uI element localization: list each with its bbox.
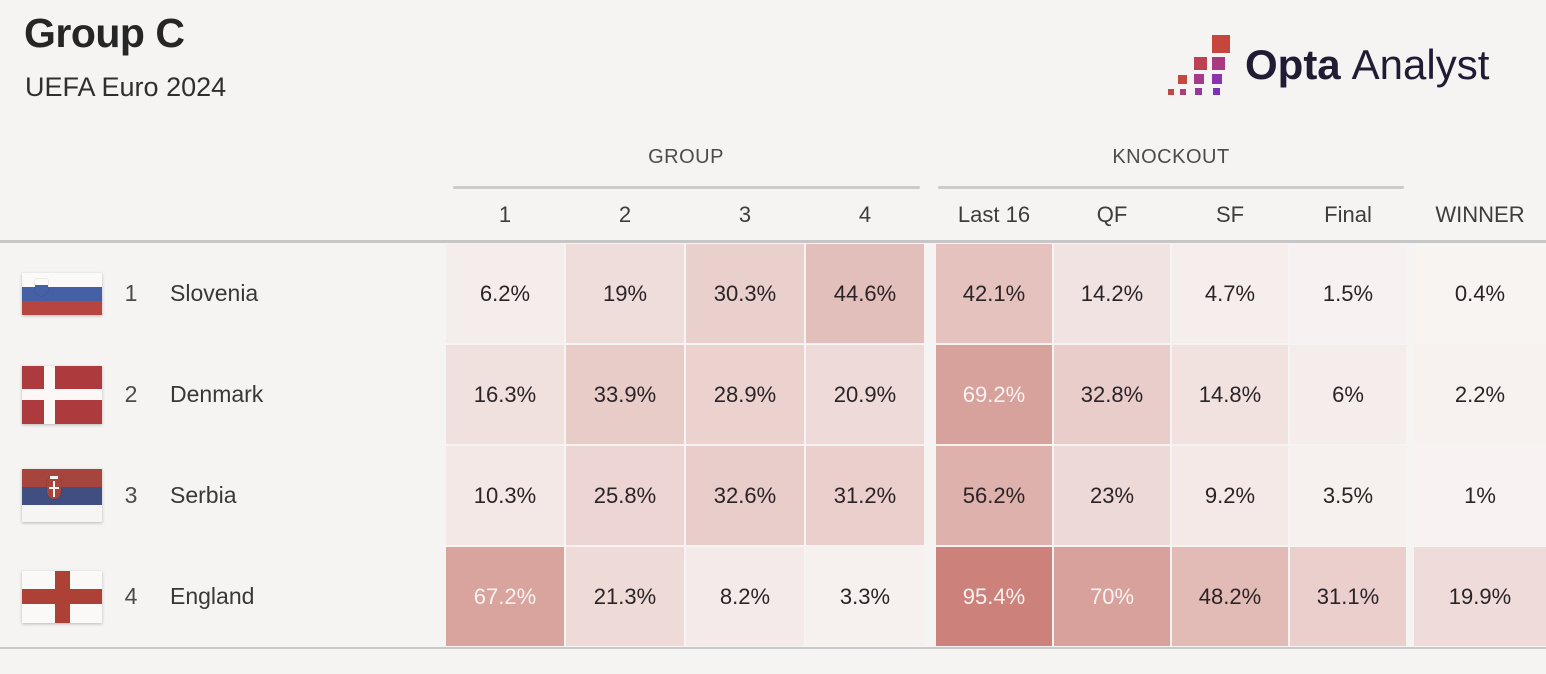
prob-cell-england-qf: 70% — [1054, 547, 1170, 646]
prob-cell-serbia-last-16: 56.2% — [936, 446, 1052, 545]
prob-cell-denmark-4: 20.9% — [806, 345, 924, 444]
logo-text-opta: Opta — [1245, 41, 1341, 88]
team-name-slovenia: Slovenia — [170, 280, 259, 306]
column-header-last-16: Last 16 — [957, 202, 1031, 227]
prob-cell-denmark-3: 28.9% — [686, 345, 804, 444]
prob-cell-serbia-1: 10.3% — [446, 446, 564, 545]
team-position: 1 — [124, 280, 138, 306]
prob-cell-england-final: 31.1% — [1290, 547, 1406, 646]
prob-cell-denmark-winner: 2.2% — [1414, 345, 1546, 444]
prob-cell-serbia-sf: 9.2% — [1172, 446, 1288, 545]
prob-cell-slovenia-3: 30.3% — [686, 244, 804, 343]
logo-text-analyst: Analyst — [1351, 41, 1490, 88]
page-subtitle: UEFA Euro 2024 — [25, 72, 227, 102]
prob-cell-serbia-qf: 23% — [1054, 446, 1170, 545]
team-position: 4 — [124, 583, 138, 609]
team-name-england: England — [170, 583, 255, 609]
prob-cell-slovenia-sf: 4.7% — [1172, 244, 1288, 343]
team-position: 3 — [124, 482, 138, 508]
team-name-serbia: Serbia — [170, 482, 237, 508]
prob-cell-england-winner: 19.9% — [1414, 547, 1546, 646]
prob-cell-denmark-2: 33.9% — [566, 345, 684, 444]
opta-analyst-wordmark: Opta Analyst — [1245, 41, 1489, 89]
column-header-winner: WINNER — [1435, 202, 1525, 227]
prob-cell-denmark-qf: 32.8% — [1054, 345, 1170, 444]
team-position: 2 — [124, 381, 138, 407]
opta-analyst-logo: Opta Analyst — [1168, 30, 1489, 100]
knockout-section-underline — [938, 186, 1404, 189]
column-header-1: 1 — [498, 202, 512, 227]
prob-cell-england-4: 3.3% — [806, 547, 924, 646]
prob-cell-slovenia-final: 1.5% — [1290, 244, 1406, 343]
slovenia-flag-icon — [22, 273, 102, 315]
serbia-flag-icon — [22, 469, 102, 522]
prob-cell-slovenia-winner: 0.4% — [1414, 244, 1546, 343]
table-bottom-border — [0, 647, 1546, 649]
prob-cell-denmark-final: 6% — [1290, 345, 1406, 444]
team-name-denmark: Denmark — [170, 381, 264, 407]
group-section-header: GROUP — [648, 146, 724, 168]
prob-cell-slovenia-2: 19% — [566, 244, 684, 343]
column-header-sf: SF — [1215, 202, 1245, 227]
prob-cell-serbia-3: 32.6% — [686, 446, 804, 545]
prob-cell-slovenia-last-16: 42.1% — [936, 244, 1052, 343]
prob-cell-england-last-16: 95.4% — [936, 547, 1052, 646]
column-header-final: Final — [1324, 202, 1372, 227]
column-header-2: 2 — [618, 202, 632, 227]
prob-cell-serbia-4: 31.2% — [806, 446, 924, 545]
prob-cell-serbia-final: 3.5% — [1290, 446, 1406, 545]
prob-cell-denmark-sf: 14.8% — [1172, 345, 1288, 444]
prob-cell-denmark-1: 16.3% — [446, 345, 564, 444]
column-header-qf: QF — [1096, 202, 1128, 227]
prob-cell-slovenia-4: 44.6% — [806, 244, 924, 343]
opta-mark-icon — [1168, 35, 1230, 95]
group-section-underline — [453, 186, 920, 189]
column-header-3: 3 — [738, 202, 752, 227]
prob-cell-slovenia-1: 6.2% — [446, 244, 564, 343]
page-title: Group C — [24, 10, 185, 56]
denmark-flag-icon — [22, 366, 102, 424]
prob-cell-slovenia-qf: 14.2% — [1054, 244, 1170, 343]
england-flag-icon — [22, 571, 102, 623]
prob-cell-serbia-winner: 1% — [1414, 446, 1546, 545]
table-top-border — [0, 240, 1546, 243]
prob-cell-england-2: 21.3% — [566, 547, 684, 646]
prob-cell-serbia-2: 25.8% — [566, 446, 684, 545]
prob-cell-england-sf: 48.2% — [1172, 547, 1288, 646]
prob-cell-england-1: 67.2% — [446, 547, 564, 646]
column-header-4: 4 — [858, 202, 872, 227]
prob-cell-england-3: 8.2% — [686, 547, 804, 646]
knockout-section-header: KNOCKOUT — [1112, 146, 1230, 168]
prob-cell-denmark-last-16: 69.2% — [936, 345, 1052, 444]
